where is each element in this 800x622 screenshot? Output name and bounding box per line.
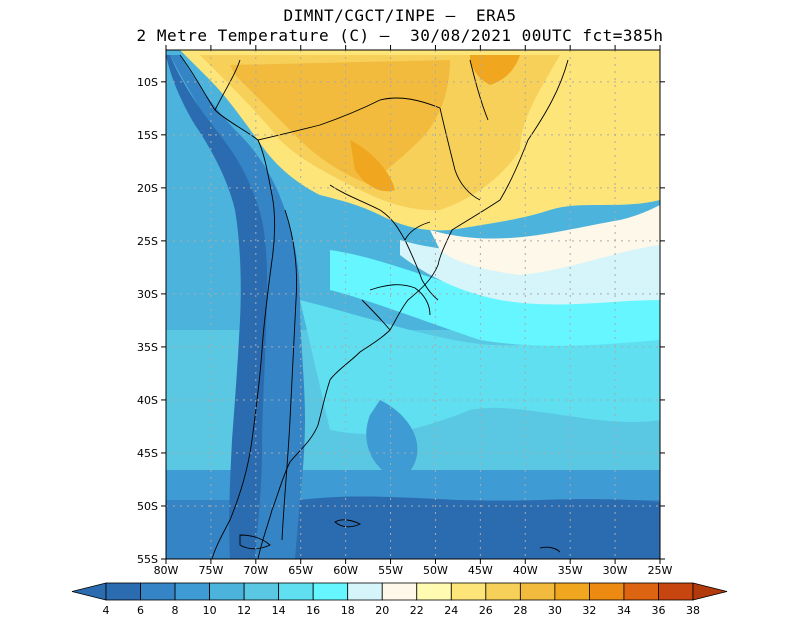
lon-tick-label: 40W — [513, 564, 538, 577]
colorbar-swatch — [105, 582, 141, 601]
colorbar-label: 22 — [410, 604, 424, 617]
lat-tick-label: 15S — [137, 129, 158, 142]
map-title-line-1: DIMNT/CGCT/INPE — ERA5 — [283, 6, 517, 25]
colorbar-label: 28 — [513, 604, 527, 617]
colorbar-label: 6 — [137, 604, 144, 617]
border-peru — [214, 59, 241, 111]
lat-tick-label: 45S — [137, 447, 158, 460]
falklands — [334, 519, 362, 528]
colorbar-swatch — [278, 582, 314, 601]
map-frame — [165, 49, 661, 560]
colorbar-swatch — [381, 582, 418, 601]
colorbar-label: 24 — [444, 604, 458, 617]
plata-estuary — [361, 299, 391, 331]
colorbar-label: 38 — [686, 604, 700, 617]
gridlines — [166, 50, 660, 559]
colorbar-swatch — [554, 582, 590, 601]
tierra-del-fuego — [239, 534, 271, 550]
colorbar-swatch — [519, 582, 556, 601]
colorbar-swatch — [416, 582, 452, 601]
colorbar-swatch — [209, 582, 245, 601]
lat-tick-label: 25S — [137, 235, 158, 248]
colorbar-swatch — [243, 582, 280, 601]
colorbar-label: 18 — [341, 604, 355, 617]
colorbar-label: 14 — [272, 604, 286, 617]
lon-tick-label: 80W — [154, 564, 179, 577]
lon-tick-label: 65W — [288, 564, 313, 577]
colorbar-label: 32 — [582, 604, 596, 617]
colorbar-swatch — [623, 582, 659, 601]
lon-tick-label: 50W — [423, 564, 448, 577]
lat-tick-label: 10S — [137, 76, 158, 89]
lon-tick-label: 25W — [648, 564, 673, 577]
border-brazil-states — [439, 59, 489, 201]
border-paraguay — [329, 184, 431, 241]
colorbar-swatch — [450, 582, 487, 601]
colorbar-low-arrow — [71, 582, 107, 601]
lat-tick-label: 20S — [137, 182, 158, 195]
lat-tick-label: 55S — [137, 553, 158, 566]
pacific-coastline — [179, 54, 276, 559]
lat-tick-label: 30S — [137, 288, 158, 301]
colorbar-swatch — [312, 582, 349, 601]
colorbar-label: 30 — [548, 604, 562, 617]
colorbar-label: 4 — [103, 604, 110, 617]
border-uruguay — [369, 284, 431, 316]
colorbar: 4 6 8 10 12 14 16 18 20 22 24 26 28 30 32 34 36 38 — [71, 582, 728, 617]
border-brazil-south — [404, 239, 439, 301]
lon-tick-label: 75W — [198, 564, 223, 577]
colorbar-label: 20 — [375, 604, 389, 617]
lon-tick-label: 35W — [558, 564, 583, 577]
colorbar-swatch — [589, 582, 625, 601]
colorbar-swatch — [485, 582, 521, 601]
south-georgia — [539, 546, 561, 553]
colorbar-high-arrow — [692, 582, 728, 601]
lon-tick-label: 60W — [333, 564, 358, 577]
coastlines-and-borders — [179, 54, 569, 559]
colorbar-label: 12 — [237, 604, 251, 617]
lon-tick-label: 45W — [468, 564, 493, 577]
colorbar-label: 34 — [617, 604, 631, 617]
colorbar-swatch — [658, 582, 694, 601]
border-chile-argentina — [281, 209, 298, 541]
map-title-line-2: 2 Metre Temperature (C) — 30/08/2021 00U… — [136, 26, 664, 45]
atlantic-coastline — [257, 59, 569, 559]
temperature-field — [166, 50, 660, 559]
colorbar-swatch — [174, 582, 210, 601]
lat-tick-label: 35S — [137, 341, 158, 354]
colorbar-swatch — [347, 582, 383, 601]
colorbar-label: 26 — [479, 604, 493, 617]
border-bolivia — [257, 97, 441, 141]
colorbar-label: 10 — [203, 604, 217, 617]
colorbar-label: 16 — [306, 604, 320, 617]
lat-tick-label: 40S — [137, 394, 158, 407]
lon-tick-label: 70W — [243, 564, 268, 577]
colorbar-label: 36 — [651, 604, 665, 617]
lat-tick-label: 50S — [137, 500, 158, 513]
colorbar-swatch — [140, 582, 176, 601]
lon-tick-label: 55W — [378, 564, 403, 577]
lon-tick-label: 30W — [603, 564, 628, 577]
colorbar-label: 8 — [172, 604, 179, 617]
